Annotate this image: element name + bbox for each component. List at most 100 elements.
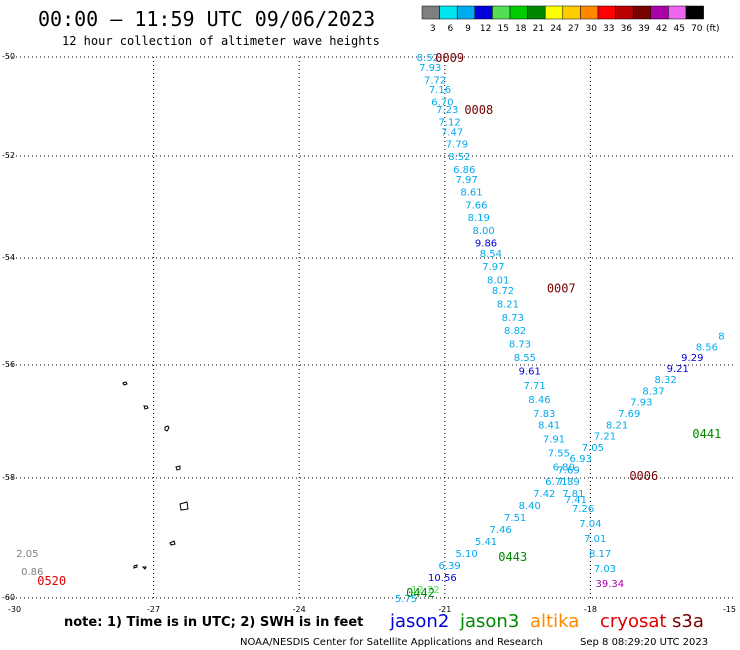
chart-subtitle: 12 hour collection of altimeter wave hei… — [62, 34, 380, 48]
pass-time-label: 0441 — [692, 427, 721, 441]
wave-height-point: 8.54 — [480, 249, 502, 260]
legend-swatch — [544, 5, 564, 20]
legend-swatch — [509, 5, 528, 20]
legend-swatch — [650, 5, 669, 20]
island-shape — [164, 425, 170, 432]
wave-height-point: 8.41 — [538, 420, 560, 431]
wave-height-point: 7.69 — [618, 409, 640, 420]
wave-height-point: 8 — [718, 332, 724, 343]
footer-timestamp: Sep 8 08:29:20 UTC 2023 — [580, 637, 708, 648]
wave-height-point: 7.69 — [557, 466, 579, 477]
wave-height-point: 8.37 — [642, 386, 664, 397]
wave-height-point: 7.91 — [543, 434, 565, 445]
wave-height-point: 6.86 — [453, 165, 475, 176]
footer-note: note: 1) Time is in UTC; 2) SWH is in fe… — [64, 615, 363, 630]
axis-ticks: -50 -52 -54 -56 -58 -60 -30 -27 -24 -21 -18 -15 — [2, 52, 736, 614]
legend-tick-label: 21 — [533, 24, 544, 34]
y-tick-label: -52 — [2, 151, 15, 160]
pass-time-label: 0520 — [37, 574, 66, 588]
wave-height-point: 8.00 — [472, 226, 494, 237]
wave-height-point: 9.29 — [681, 353, 703, 364]
wave-height-point: 7.41 — [565, 495, 587, 506]
wave-height-point: 2.05 — [16, 549, 38, 560]
wave-height-points: 8.527.937.727.166.707.237.127.477.798.52… — [16, 53, 724, 605]
wave-height-point: 6.70 — [431, 98, 453, 109]
legend-swatch — [580, 5, 599, 20]
wave-height-point: 8.21 — [497, 299, 519, 310]
wave-height-point: 8.21 — [606, 420, 628, 431]
island-shape — [143, 405, 149, 410]
wave-height-point: 7.04 — [579, 519, 601, 530]
wave-height-point: 8.40 — [519, 501, 541, 512]
wave-height-point: 7.71 — [523, 381, 545, 392]
legend-swatch — [615, 5, 634, 20]
wave-height-point: 8.72 — [492, 286, 514, 297]
legend-tick-label: 9 — [465, 24, 471, 34]
legend-swatch — [456, 5, 476, 20]
legend-swatch — [474, 5, 493, 20]
wave-height-point: 7.55 — [548, 449, 570, 460]
wave-height-point: 8.73 — [509, 340, 531, 351]
wave-height-point: 7.42 — [533, 489, 555, 500]
wave-height-point: 7.89 — [557, 477, 579, 488]
island-shape — [175, 465, 181, 471]
wave-height-point: 7.72 — [424, 75, 446, 86]
wave-height-point: 12.22 — [411, 585, 440, 596]
wave-height-point: 6.39 — [439, 561, 461, 572]
pass-time-labels: 0009 0008 0007 0006 0443 0442 0441 0520 — [37, 51, 721, 600]
legend-swatch — [492, 5, 511, 20]
pass-time-label: 0442 — [406, 586, 435, 600]
wave-height-point: 8.52 — [448, 152, 470, 163]
wave-height-point: 8.61 — [460, 188, 482, 199]
legend-swatch — [439, 5, 458, 20]
legend-swatch — [632, 5, 652, 20]
wave-height-point: 9.61 — [519, 367, 541, 378]
legend-tick-label: 33 — [603, 24, 614, 34]
wave-height-point: 8.46 — [528, 395, 550, 406]
satellite-legend-entry: jason3 — [459, 611, 519, 632]
wave-height-point: 8.19 — [468, 213, 490, 224]
wave-height-point: 9.86 — [475, 239, 497, 250]
legend-tick-label: 39 — [638, 24, 650, 34]
legend-swatch — [597, 5, 616, 20]
wave-height-point: 7.26 — [572, 504, 594, 515]
wave-height-point: 7.93 — [630, 398, 652, 409]
island-shape — [179, 501, 189, 511]
y-tick-label: -58 — [2, 473, 15, 482]
x-tick-label: -30 — [8, 605, 21, 614]
footer-credit: NOAA/NESDIS Center for Satellite Applica… — [240, 637, 543, 648]
legend-swatch — [562, 5, 581, 20]
wave-height-point: 7.83 — [533, 409, 555, 420]
wave-height-point: 10.56 — [428, 573, 457, 584]
legend-tick-label: 27 — [568, 24, 579, 34]
legend-tick-label: 45 — [673, 24, 684, 34]
wave-height-point: 8.56 — [696, 342, 718, 353]
wave-height-point: 7.05 — [582, 443, 604, 454]
x-tick-label: -21 — [438, 605, 451, 614]
pass-time-label: 0008 — [464, 103, 493, 117]
wave-height-point: 7.97 — [456, 175, 478, 186]
land-outlines — [122, 381, 189, 570]
pass-time-label: 0006 — [629, 469, 658, 483]
x-tick-label: -27 — [147, 605, 160, 614]
wave-height-point: 7.66 — [465, 200, 487, 211]
legend-tick-label: 70 — [691, 24, 703, 34]
legend-tick-label: 12 — [480, 24, 491, 34]
wave-height-point: 6.80 — [553, 463, 575, 474]
pass-time-label: 0009 — [435, 51, 464, 65]
wave-height-point: 5.75 — [395, 594, 417, 605]
wave-height-point: 6.93 — [570, 454, 592, 465]
legend-unit: (ft) — [706, 24, 720, 34]
legend-tick-label: 18 — [515, 24, 527, 34]
legend-tick-label: 6 — [448, 24, 454, 34]
wave-height-point: 8.17 — [589, 549, 611, 560]
wave-height-point: 7.21 — [594, 432, 616, 443]
pass-time-label: 0443 — [498, 550, 527, 564]
wave-height-point: 7.51 — [504, 513, 526, 524]
wave-height-point: 39.34 — [595, 579, 624, 590]
wave-height-point: 8.82 — [504, 326, 526, 337]
wave-height-point: 7.81 — [562, 489, 584, 500]
satellite-legend: jason2 jason3 altika cryosat s3a — [389, 611, 704, 632]
